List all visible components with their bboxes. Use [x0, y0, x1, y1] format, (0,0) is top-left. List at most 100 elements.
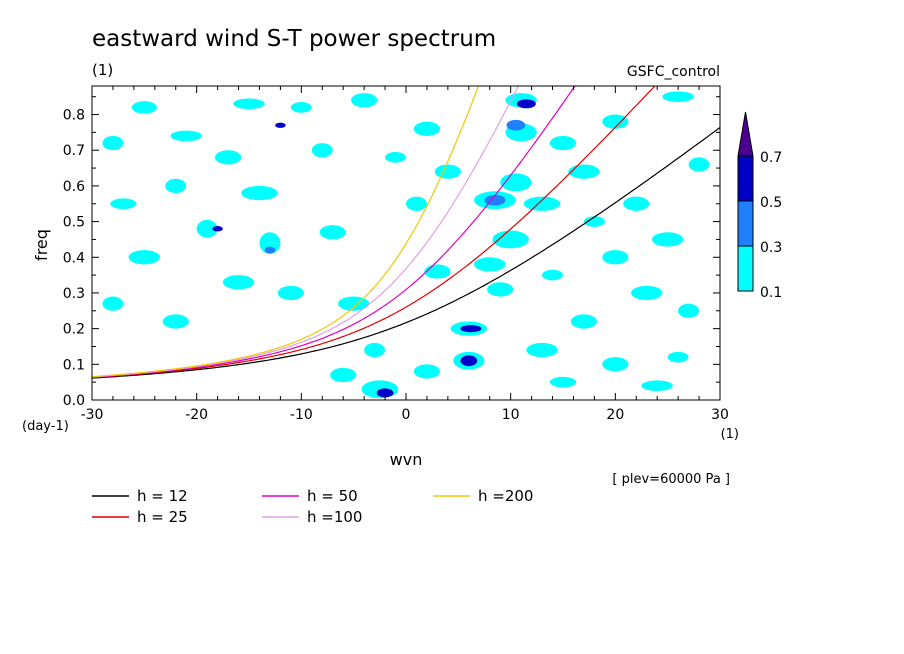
contour-patch-47	[678, 303, 700, 318]
contour-patch-41	[568, 164, 600, 179]
contour-patch-61	[542, 269, 563, 281]
contour-patch-42	[602, 114, 629, 129]
dispersion-curve-0	[92, 127, 720, 379]
x-axis-label: wvn	[390, 450, 423, 469]
contour-patch-39	[516, 99, 536, 109]
contour-patch-21	[330, 367, 357, 383]
contour-patch-59	[385, 152, 406, 163]
level-note: [ plev=60000 Pa ]	[612, 472, 730, 487]
contour-patch-15	[222, 275, 255, 290]
contour-patch-54	[688, 157, 710, 172]
y-tick-label-7: 0.7	[63, 143, 85, 159]
contour-patch-51	[667, 351, 689, 363]
legend-label-2: h = 50	[307, 487, 358, 505]
contour-patch-60	[424, 264, 451, 279]
y-tick-label-2: 0.2	[63, 322, 85, 338]
legend-label-0: h = 12	[137, 487, 188, 505]
legend-label-1: h = 25	[137, 508, 188, 526]
dispersion-curve-1	[92, 86, 656, 379]
dispersion-curves	[92, 86, 720, 379]
chart-subtitle: (1)	[92, 61, 113, 79]
contour-patch-49	[526, 342, 558, 358]
contour-patch-45	[602, 250, 629, 265]
contour-patch-4	[102, 135, 124, 151]
contour-patch-13	[319, 225, 346, 240]
contour-patch-20	[364, 342, 386, 358]
contour-patch-11	[196, 219, 218, 238]
x-tick-label-3: 0	[402, 407, 411, 423]
contour-patch-0	[131, 101, 157, 114]
contour-patch-17	[102, 296, 124, 311]
colorbar-label-1: 0.3	[760, 240, 782, 256]
y-tick-label-4: 0.4	[63, 250, 85, 266]
contour-patch-40	[549, 135, 577, 151]
y-axis-unit: (day-1)	[22, 419, 69, 434]
x-tick-label-1: -20	[185, 407, 208, 423]
y-tick-label-5: 0.5	[63, 215, 85, 231]
contour-patch-53	[641, 380, 673, 392]
contour-patch-30	[474, 257, 506, 272]
y-tick-label-0: 0.0	[63, 393, 85, 409]
y-tick-label-8: 0.8	[63, 108, 85, 124]
contour-patch-44	[651, 232, 684, 247]
contour-patch-62	[583, 216, 605, 227]
axis-ticks: -30 -20 -10 0 10 20 30 0.0 0.1 0.2 0.3 0.4 0.5 0.6 0.7…	[63, 86, 729, 423]
contour-patch-65	[212, 226, 223, 232]
x-tick-label-4: 10	[502, 407, 520, 423]
colorbar-arrow	[737, 111, 754, 157]
contour-patch-46	[631, 285, 663, 301]
contour-patch-43	[623, 196, 650, 211]
contour-patch-26	[460, 355, 478, 367]
contour-patch-55	[662, 91, 694, 103]
contour-patch-64	[264, 246, 276, 254]
contour-patch-3	[351, 93, 378, 108]
colorbar-swatch-1	[737, 200, 754, 247]
contour-patch-57	[406, 196, 427, 211]
colorbar-label-3: 0.7	[760, 150, 782, 166]
contour-patch-37	[506, 119, 526, 131]
y-axis-label: freq	[32, 229, 51, 261]
contour-patch-7	[311, 143, 333, 158]
contour-patch-19	[337, 296, 370, 311]
run-label: GSFC_control	[627, 64, 720, 80]
x-tick-label-5: 20	[606, 407, 624, 423]
legend-label-4: h =200	[478, 487, 533, 505]
contour-patch-56	[434, 164, 461, 179]
contour-patch-16	[277, 285, 304, 301]
contour-patch-12	[259, 232, 281, 254]
x-tick-label-2: -10	[290, 407, 313, 423]
contour-patch-1	[233, 98, 265, 110]
contour-patch-6	[214, 150, 242, 165]
contour-patch-29	[487, 282, 514, 297]
dispersion-curve-4	[92, 86, 480, 378]
contour-patch-8	[110, 198, 137, 210]
x-axis-unit: (1)	[721, 427, 739, 442]
contour-patch-48	[570, 314, 598, 329]
contour-patch-5	[170, 130, 202, 142]
contour-patch-14	[128, 250, 161, 265]
contour-patch-28	[460, 325, 482, 333]
x-tick-label-6: 30	[711, 407, 729, 423]
legend: h = 12 h = 25 h = 50 h =100 h =200	[92, 487, 533, 526]
contour-patch-35	[523, 196, 561, 211]
contour-patch-23	[376, 388, 394, 398]
colorbar: 0.1 0.3 0.5 0.7	[737, 111, 782, 301]
contour-patch-63	[275, 122, 286, 128]
colorbar-swatch-0	[737, 245, 754, 292]
contour-patch-58	[413, 121, 441, 136]
legend-label-3: h =100	[307, 508, 362, 526]
contour-patch-24	[413, 364, 441, 379]
contour-patch-50	[602, 357, 629, 372]
contour-patch-10	[241, 185, 278, 201]
contour-patch-31	[492, 230, 529, 249]
contour-patches	[102, 91, 710, 399]
colorbar-swatch-2	[737, 155, 754, 202]
colorbar-label-2: 0.5	[760, 195, 782, 211]
colorbar-label-0: 0.1	[760, 285, 782, 301]
y-tick-label-1: 0.1	[63, 357, 85, 373]
contour-patch-52	[549, 376, 577, 388]
contour-patch-2	[290, 102, 312, 113]
contour-patch-9	[165, 178, 187, 194]
contour-patch-18	[162, 314, 189, 329]
